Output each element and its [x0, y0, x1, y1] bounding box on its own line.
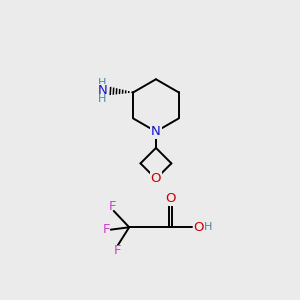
- Text: F: F: [109, 200, 116, 213]
- Text: O: O: [166, 192, 176, 205]
- Text: H: H: [98, 94, 106, 104]
- Text: N: N: [151, 125, 161, 138]
- Text: F: F: [102, 223, 110, 236]
- Text: H: H: [203, 222, 212, 232]
- Text: H: H: [98, 77, 106, 88]
- Text: F: F: [114, 244, 121, 257]
- Text: O: O: [151, 172, 161, 185]
- Text: N: N: [98, 84, 107, 98]
- Text: O: O: [194, 221, 204, 234]
